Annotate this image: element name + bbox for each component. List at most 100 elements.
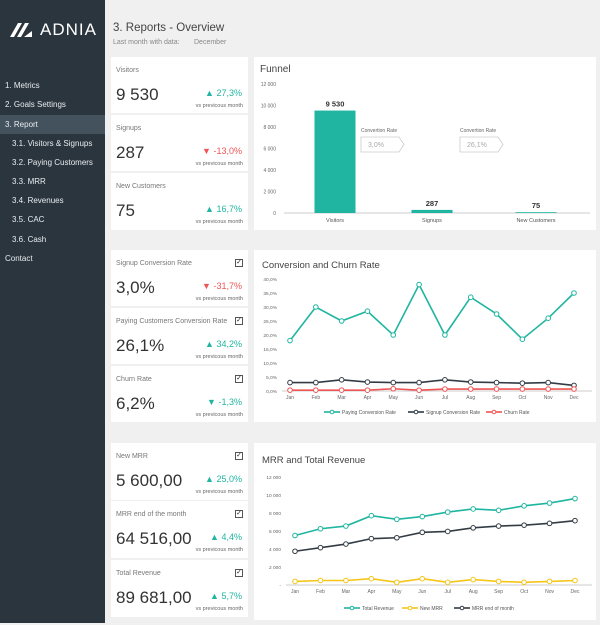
annotation-callout	[459, 136, 504, 153]
series-signup-conversion-rate-point	[287, 379, 293, 386]
adnia-logo-icon	[10, 23, 32, 37]
kpi-change-value: 25,0%	[216, 474, 242, 484]
legend-label: Signup Conversion Rate	[426, 410, 480, 416]
kpi-change-value: 27,3%	[216, 88, 242, 98]
arrow-up-icon: ▲	[205, 474, 214, 484]
series-mrr-end-of-month-point	[495, 523, 502, 529]
series-paying-conversion-rate-point	[493, 311, 500, 317]
series-mrr-end-of-month-point	[521, 522, 527, 528]
kpi-card-signups: Signups 287 ▼ -13,0% vs previcous month	[111, 115, 248, 171]
legend-label: Total Revenue	[362, 606, 394, 612]
kpi-change: ▲ 16,7%	[205, 204, 242, 214]
sidebar-item-3-4-revenues[interactable]: 3.4. Revenues	[12, 196, 64, 205]
series-mrr-end-of-month-point	[470, 525, 476, 531]
checkbox[interactable]: ✓	[235, 452, 243, 460]
kpi-vs-label: vs previcous month	[195, 547, 243, 553]
checkbox[interactable]: ✓	[235, 375, 243, 383]
sidebar-item-1-metrics[interactable]: 1. Metrics	[5, 81, 40, 90]
kpi-label: New MRR	[116, 453, 148, 460]
kpi-change-value: 4,4%	[221, 532, 242, 542]
kpi-vs-label: vs previcous month	[195, 296, 243, 302]
x-tick-label: Feb	[316, 589, 325, 595]
series-churn-rate-point	[416, 387, 422, 393]
kpi-value: 75	[116, 201, 135, 220]
kpi-value: 6,2%	[116, 394, 155, 413]
brand-name: ADNIA	[40, 20, 97, 39]
series-new-mrr-point	[521, 579, 527, 586]
series-new-mrr-point	[343, 577, 349, 584]
series-total-revenue-point	[419, 513, 426, 520]
series-new-mrr-point	[546, 578, 553, 585]
series-new-mrr-line	[294, 577, 576, 584]
y-tick-label: 2 000	[263, 190, 276, 196]
annotation-label: Convertion Rate	[460, 128, 496, 134]
kpi-label: New Customers	[116, 183, 166, 190]
annotation-value: 3,0%	[368, 142, 384, 149]
series-total-revenue-point	[368, 512, 375, 519]
sidebar-item-3-2-paying-customers[interactable]: 3.2. Paying Customers	[12, 158, 93, 167]
y-tick-label: 0,0%	[266, 389, 278, 395]
checkbox[interactable]: ✓	[235, 259, 243, 267]
series-paying-conversion-rate-point	[467, 294, 474, 301]
series-mrr-end-of-month-point	[394, 534, 400, 541]
sidebar-item-3-6-cash[interactable]: 3.6. Cash	[12, 235, 47, 244]
y-tick-label: 8 000	[263, 125, 276, 131]
series-signup-conversion-rate-line	[290, 378, 575, 387]
series-paying-conversion-rate-point	[416, 281, 422, 288]
checkbox[interactable]: ✓	[235, 317, 243, 325]
legend-label: MRR end of month	[472, 606, 514, 612]
y-tick-label: 10 000	[266, 493, 281, 499]
data-label: 75	[532, 201, 540, 210]
kpi-change: ▲ 34,2%	[205, 339, 242, 349]
sidebar-item-3-5-cac[interactable]: 3.5. CAC	[12, 215, 45, 224]
series-paying-conversion-rate-point	[545, 315, 551, 321]
kpi-vs-label: vs previcous month	[195, 412, 243, 418]
brand-logo[interactable]: ADNIA	[10, 20, 97, 40]
bar-visitors	[314, 110, 356, 213]
checkbox[interactable]: ✓	[235, 510, 243, 518]
sidebar-item-3-3-mrr[interactable]: 3.3. MRR	[12, 177, 46, 186]
series-paying-conversion-rate-point	[519, 336, 526, 342]
arrow-up-icon: ▲	[205, 88, 214, 98]
sidebar-item-contact[interactable]: Contact	[5, 254, 33, 263]
kpi-card-churn-rate: Churn Rate ✓ 6,2% ▼ -1,3% vs previcous m…	[111, 366, 248, 422]
sidebar-item-2-goals-settings[interactable]: 2. Goals Settings	[5, 100, 66, 109]
series-paying-conversion-rate-point	[338, 318, 345, 324]
kpi-change-value: -1,3%	[218, 397, 242, 407]
kpi-change-value: 16,7%	[216, 204, 242, 214]
kpi-value: 64 516,00	[116, 529, 192, 548]
series-churn-rate-point	[442, 386, 448, 392]
kpi-vs-label: vs previcous month	[195, 606, 243, 612]
sidebar-item-3-report[interactable]: 3. Report	[0, 115, 105, 134]
y-tick-label: 6 000	[269, 529, 281, 535]
kpi-change-value: -13,0%	[213, 146, 242, 156]
series-new-mrr-point	[292, 578, 298, 585]
funnel-panel: Funnel 0 2 000 4 000 6 000 8 000 10 000 12 000 9…	[254, 57, 596, 230]
series-signup-conversion-rate-point	[519, 380, 526, 386]
kpi-label: MRR end of the month	[116, 511, 187, 518]
series-new-mrr-point	[470, 576, 476, 583]
kpi-value: 287	[116, 143, 145, 162]
sidebar-item-3-1-visitors-signups[interactable]: 3.1. Visitors & Signups	[12, 139, 93, 148]
kpi-card-new-customers: New Customers 75 ▲ 16,7% vs previcous mo…	[111, 173, 248, 230]
kpi-change: ▲ 25,0%	[205, 474, 242, 484]
series-churn-rate-point	[364, 387, 371, 393]
kpi-card-paying-customers-conversion-rate: Paying Customers Conversion Rate ✓ 26,1%…	[111, 308, 248, 364]
annotation-value: 26,1%	[467, 142, 487, 149]
series-signup-conversion-rate-point	[338, 377, 345, 383]
series-mrr-end-of-month-point	[572, 517, 578, 524]
series-total-revenue-point	[572, 495, 578, 502]
y-tick-label: 25,0%	[263, 319, 277, 325]
y-tick-label: 2 000	[269, 565, 281, 571]
series-churn-rate-point	[390, 385, 397, 392]
x-tick-label: Jan	[286, 395, 294, 401]
y-tick-label: -	[279, 584, 281, 589]
checkbox[interactable]: ✓	[235, 569, 243, 577]
kpi-change: ▼ -31,7%	[202, 281, 242, 291]
series-paying-conversion-rate-point	[313, 304, 319, 310]
series-paying-conversion-rate-point	[364, 308, 371, 315]
series-total-revenue-point	[343, 523, 349, 529]
x-tick-label: Sep	[492, 395, 501, 401]
y-tick-label: 40,0%	[263, 277, 277, 283]
arrow-down-icon: ▼	[207, 397, 216, 407]
